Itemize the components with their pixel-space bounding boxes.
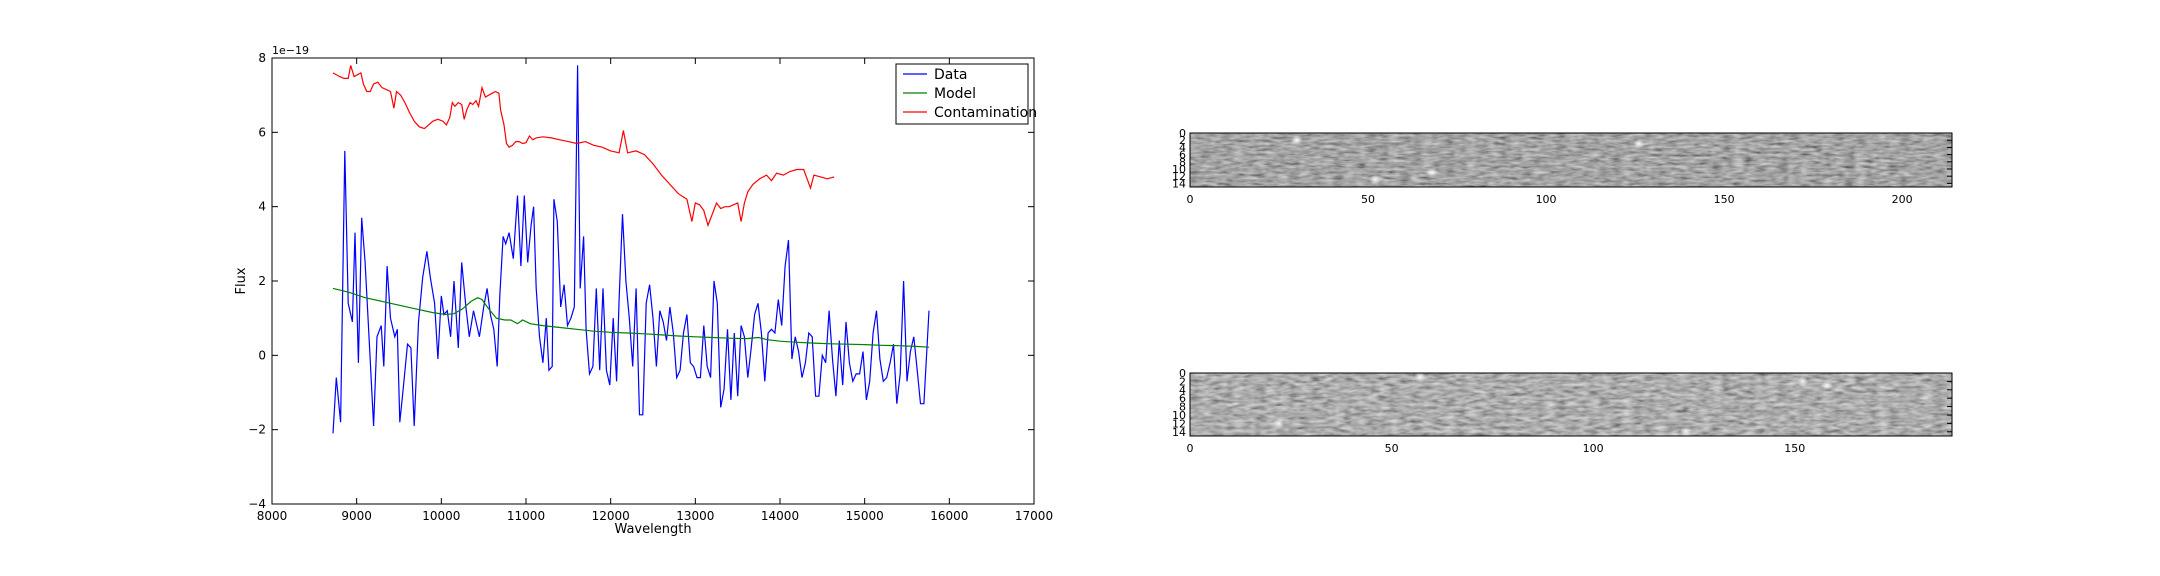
x-tick-label: 9000 bbox=[341, 509, 372, 523]
bright-spot bbox=[1413, 372, 1426, 383]
x-tick-label: 0 bbox=[1187, 442, 1194, 455]
x-tick-label: 10000 bbox=[422, 509, 460, 523]
series-line-data bbox=[332, 65, 930, 434]
y-tick-label: 2 bbox=[1179, 134, 1186, 147]
legend: Data Model Contamination bbox=[895, 63, 1037, 125]
bright-spot bbox=[1796, 376, 1809, 387]
bright-spot bbox=[1679, 426, 1692, 437]
spectrum-x-ticks: 8000 9000 10000 11000 12000 13000 14000 15000 16… bbox=[257, 58, 1053, 523]
x-tick-label: 8000 bbox=[257, 509, 288, 523]
y-tick-label: 4 bbox=[1179, 384, 1186, 397]
y-tick-label: 10 bbox=[1172, 409, 1186, 422]
image-2-pixels bbox=[1190, 373, 1952, 436]
x-axis-label: Wavelength bbox=[614, 522, 691, 537]
y-tick-label: 0 bbox=[1179, 127, 1186, 140]
x-tick-label: 50 bbox=[1385, 442, 1399, 455]
y-tick-label: 6 bbox=[258, 125, 266, 139]
bright-spot bbox=[1632, 138, 1645, 149]
y-tick-label: 6 bbox=[1179, 392, 1186, 405]
legend-label-contamination: Contamination bbox=[934, 105, 1037, 121]
bright-spot bbox=[1369, 174, 1382, 185]
x-tick-label: 150 bbox=[1784, 442, 1805, 455]
y-axis-label: Flux bbox=[234, 267, 249, 294]
y-tick-label: 4 bbox=[1179, 141, 1186, 154]
image-2-x-ticks: 0 50 100 150 bbox=[1187, 442, 1806, 455]
x-tick-label: 17000 bbox=[1015, 509, 1053, 523]
image-1-x-ticks: 0 50 100 150 200 bbox=[1187, 193, 1913, 206]
y-tick-label: −4 bbox=[248, 497, 266, 511]
y-tick-label: 2 bbox=[258, 274, 266, 288]
series-line-contamination bbox=[332, 65, 835, 228]
image-1-frame bbox=[1189, 132, 1953, 188]
x-tick-label: 15000 bbox=[846, 509, 884, 523]
y-tick-label: 4 bbox=[258, 200, 266, 214]
bright-spot bbox=[1272, 418, 1285, 429]
y-tick-label: 6 bbox=[1179, 149, 1186, 162]
x-tick-label: 12000 bbox=[592, 509, 630, 523]
y-tick-label: 12 bbox=[1172, 170, 1186, 183]
legend-label-model: Model bbox=[934, 86, 976, 102]
bright-spot bbox=[1426, 167, 1439, 178]
bright-spot bbox=[1290, 135, 1303, 146]
spectrum-y-ticks: −4 −2 0 2 4 6 8 bbox=[248, 51, 1034, 511]
image-2-frame bbox=[1189, 372, 1953, 437]
x-tick-label: 100 bbox=[1536, 193, 1557, 206]
y-tick-label: 2 bbox=[1179, 375, 1186, 388]
y-tick-label: 12 bbox=[1172, 417, 1186, 430]
y-tick-label: 14 bbox=[1172, 426, 1186, 439]
bright-spot bbox=[1821, 380, 1834, 391]
image-1-bright-spots bbox=[1290, 135, 1645, 185]
x-tick-label: 14000 bbox=[761, 509, 799, 523]
y-tick-label: −2 bbox=[248, 423, 266, 437]
y-tick-label: 8 bbox=[1179, 401, 1186, 414]
y-tick-label: 0 bbox=[258, 348, 266, 362]
series-line-model bbox=[332, 287, 930, 348]
x-tick-label: 200 bbox=[1892, 193, 1913, 206]
x-tick-label: 0 bbox=[1187, 193, 1194, 206]
x-tick-label: 11000 bbox=[507, 509, 545, 523]
image-1-pixels bbox=[1190, 133, 1952, 187]
x-tick-label: 16000 bbox=[930, 509, 968, 523]
spectrum-plot: 8000 9000 10000 11000 12000 13000 14000 15000 16… bbox=[234, 44, 1053, 537]
y-tick-label: 0 bbox=[1179, 367, 1186, 380]
image-2-bright-spots bbox=[1272, 372, 1834, 437]
y-tick-label: 8 bbox=[258, 51, 266, 65]
legend-label-data: Data bbox=[934, 67, 967, 83]
y-tick-label: 14 bbox=[1172, 177, 1186, 190]
x-tick-label: 50 bbox=[1361, 193, 1375, 206]
spectrum-plot-area bbox=[272, 58, 1034, 504]
x-tick-label: 150 bbox=[1714, 193, 1735, 206]
y-tick-label: 10 bbox=[1172, 163, 1186, 176]
x-tick-label: 100 bbox=[1583, 442, 1604, 455]
y-offset-label: 1e−19 bbox=[272, 44, 309, 57]
spectrum-lines bbox=[332, 65, 930, 434]
x-tick-label: 13000 bbox=[676, 509, 714, 523]
y-tick-label: 8 bbox=[1179, 156, 1186, 169]
